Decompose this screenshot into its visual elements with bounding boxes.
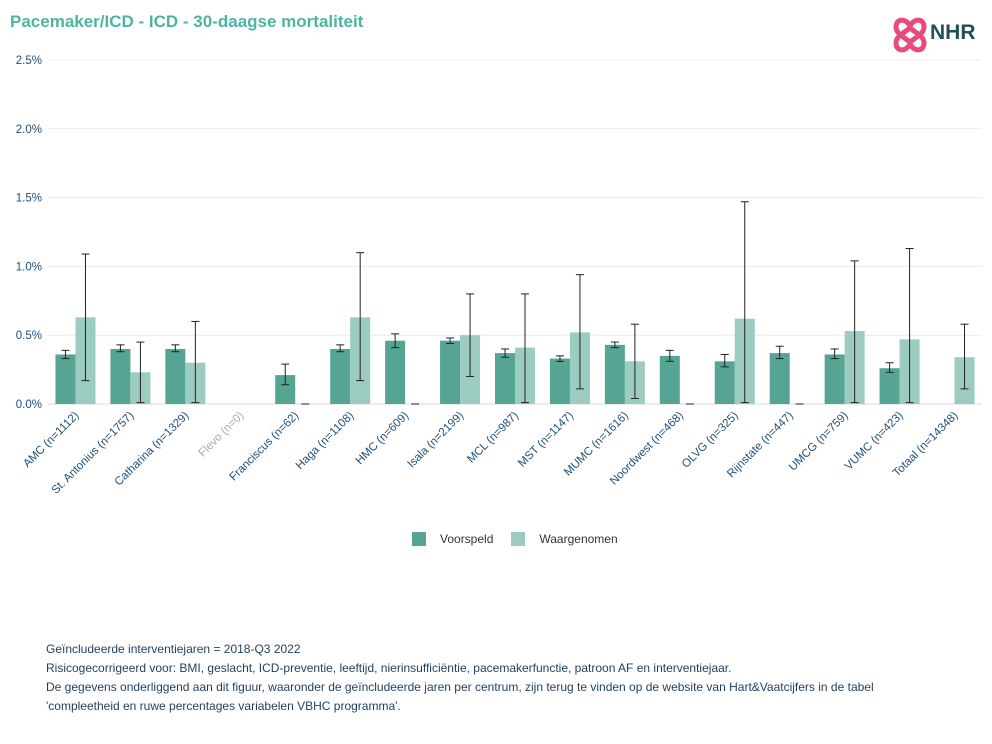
legend-label-voorspeld: Voorspeld [440, 532, 494, 546]
x-tick-label: OLVG (n=325) [680, 410, 741, 471]
x-tick-label: UMCG (n=759) [787, 410, 851, 474]
legend-swatch-waargenomen [511, 532, 526, 546]
bar-voorspeld [165, 348, 186, 404]
y-tick-label: 2.5% [16, 55, 42, 67]
legend-item-waargenomen[interactable]: Waargenomen [511, 532, 618, 546]
bar-voorspeld [714, 361, 735, 404]
x-tick-label: Flevo (n=0) [197, 410, 247, 460]
x-tick-label: MCL (n=987) [465, 410, 521, 466]
bar-voorspeld [604, 344, 625, 404]
y-tick-label: 0.0% [16, 399, 42, 411]
bar-voorspeld [824, 354, 845, 404]
x-tick-label: AMC (n=1112) [21, 410, 82, 471]
y-tick-label: 1.5% [16, 193, 42, 205]
logo-text: NHR [930, 21, 976, 44]
x-tick-label: Isala (n=2199) [405, 410, 466, 471]
legend-swatch-voorspeld [412, 532, 426, 546]
nhr-heart-logo-icon [893, 17, 927, 53]
nhr-logo: NHR [892, 16, 984, 56]
bar-voorspeld [55, 354, 76, 404]
bar-voorspeld [769, 353, 790, 404]
legend: Voorspeld Waargenomen [412, 532, 636, 546]
bar-voorspeld [659, 355, 680, 404]
bar-voorspeld [385, 340, 406, 404]
x-tick-label: VUMC (n=423) [843, 410, 906, 473]
y-tick-label: 2.0% [16, 124, 42, 136]
y-tick-label: 1.0% [16, 261, 42, 273]
footnote-line: Geïncludeerde interventiejaren = 2018-Q3… [46, 642, 301, 656]
x-tick-label: MST (n=1147) [516, 410, 576, 470]
bar-voorspeld [275, 375, 296, 404]
legend-label-waargenomen: Waargenomen [539, 532, 618, 546]
bar-chart: 0.0%0.5%1.0%1.5%2.0%2.5%AMC (n=1112)St. … [16, 55, 982, 497]
bar-voorspeld [495, 353, 515, 404]
bar-voorspeld [549, 358, 570, 404]
footnote-line: Risicogecorrigeerd voor: BMI, geslacht, … [46, 661, 732, 675]
bar-voorspeld [879, 368, 900, 404]
footnotes: Geïncludeerde interventiejaren = 2018-Q3… [46, 640, 874, 716]
bar-voorspeld [330, 348, 351, 404]
y-tick-label: 0.5% [16, 330, 42, 342]
x-tick-label: HMC (n=609) [354, 410, 412, 468]
chart-title: Pacemaker/ICD - ICD - 30-daagse mortalit… [10, 12, 364, 31]
footnote-line: 'compleetheid en ruwe percentages variab… [46, 699, 401, 713]
bar-voorspeld [440, 340, 461, 404]
bar-voorspeld [110, 348, 131, 404]
footnote-line: De gegevens onderliggend aan dit figuur,… [46, 680, 874, 694]
legend-item-voorspeld[interactable]: Voorspeld [412, 532, 493, 546]
x-tick-label: Haga (n=1108) [294, 410, 356, 472]
